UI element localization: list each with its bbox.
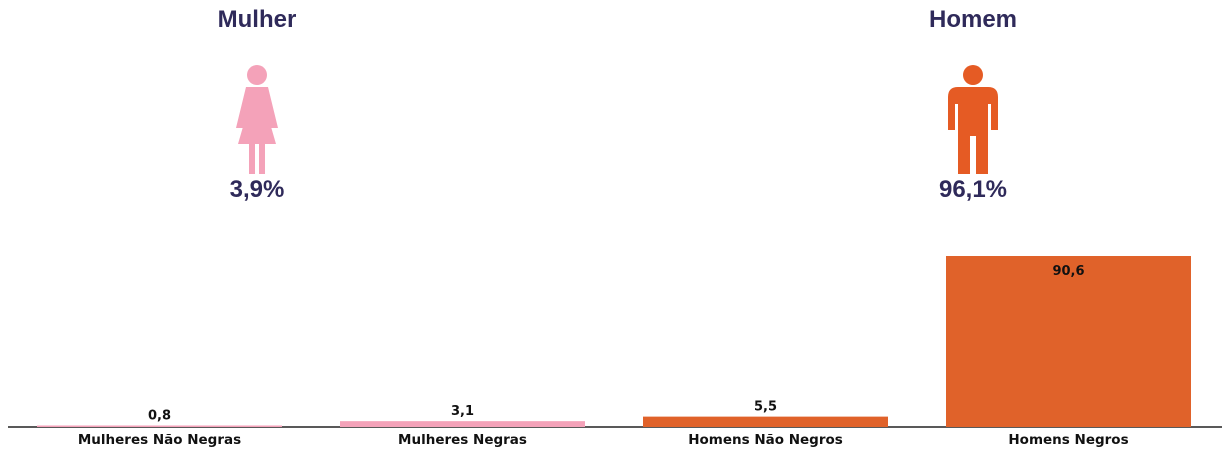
female-percent: 3,9%: [229, 176, 285, 203]
category-label: Mulheres Não Negras: [78, 432, 241, 448]
bar: [946, 256, 1191, 427]
male-person-icon: [938, 64, 1008, 176]
male-percent: 96,1%: [938, 176, 1008, 203]
male-title: Homem: [928, 6, 1018, 33]
bar: [37, 425, 282, 427]
bar-value-label: 0,8: [148, 408, 171, 423]
bar: [643, 416, 888, 427]
bar: [340, 421, 585, 427]
bar-value-label: 5,5: [754, 400, 777, 415]
female-title: Mulher: [217, 6, 297, 33]
bar-value-label: 3,1: [451, 404, 474, 419]
category-label: Mulheres Negras: [398, 432, 527, 448]
bar-value-label: 90,6: [1052, 264, 1084, 279]
category-label: Homens Negros: [1008, 432, 1128, 448]
female-person-icon: [222, 64, 292, 176]
category-label: Homens Não Negros: [688, 432, 843, 448]
